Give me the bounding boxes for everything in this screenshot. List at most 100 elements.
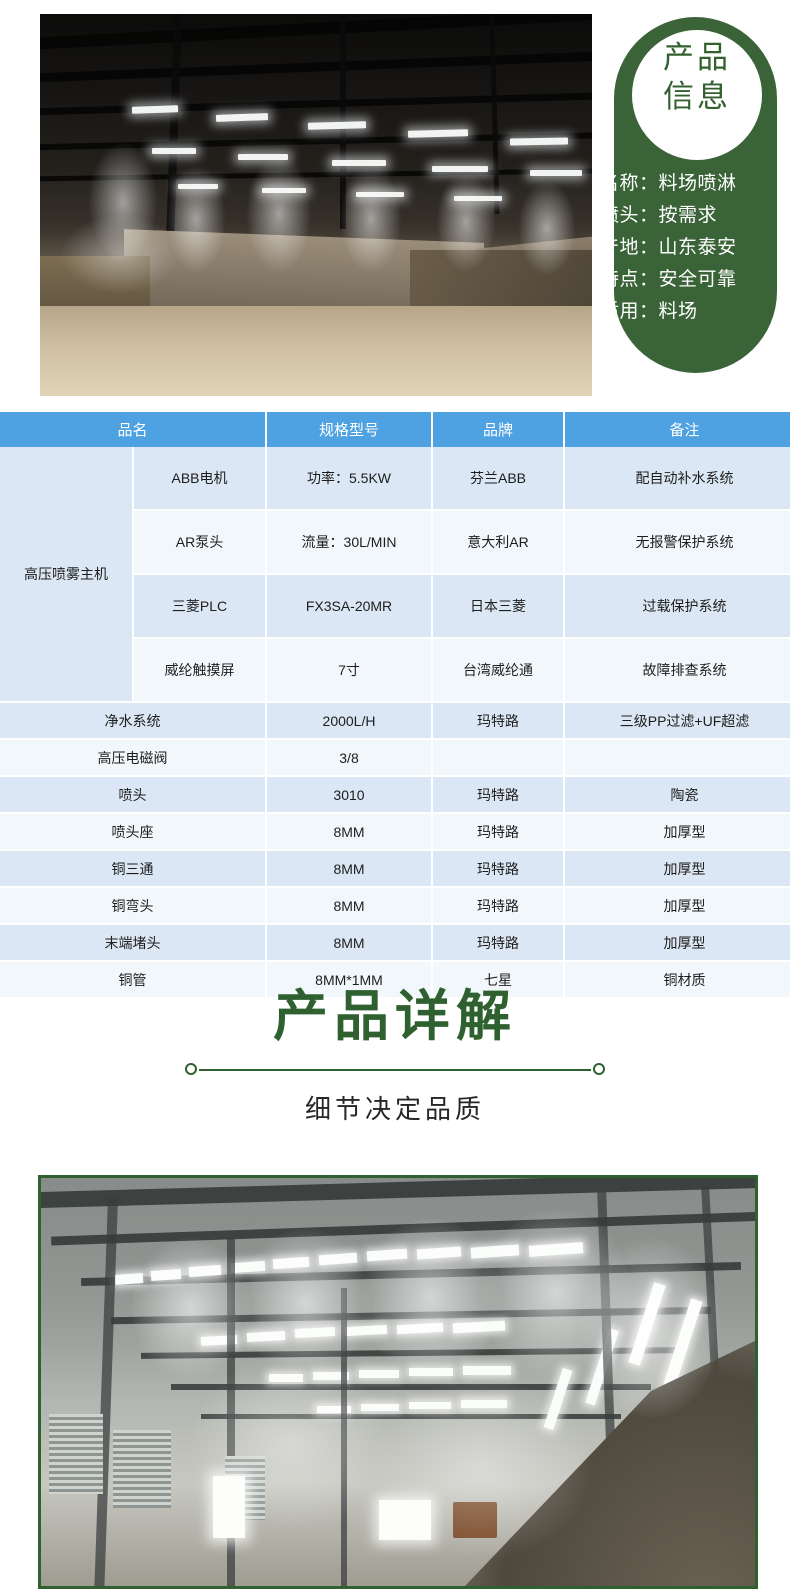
cell-note: 陶瓷 bbox=[564, 776, 790, 814]
mist-plume bbox=[581, 1238, 721, 1418]
cell-brand: 日本三菱 bbox=[432, 574, 565, 639]
skylight bbox=[269, 1374, 303, 1382]
hero-section: 产品 信息 名称：料场喷淋 喷头：按需求 产地：山东泰安 特点：安全可靠 适用：… bbox=[0, 0, 790, 410]
cell-brand: 意大利AR bbox=[432, 510, 565, 575]
bottom-product-photo bbox=[38, 1175, 758, 1589]
mist-plume bbox=[191, 1358, 391, 1528]
cell-note: 加厚型 bbox=[564, 924, 790, 962]
product-info-badge-circle bbox=[632, 30, 762, 160]
cell-brand: 玛特路 bbox=[432, 850, 565, 888]
detail-section-heading: 产品详解 细节决定品质 bbox=[0, 985, 790, 1126]
mist-plume bbox=[241, 1228, 371, 1378]
divider-line bbox=[199, 1069, 591, 1071]
table-row: 威纶触摸屏 7寸 台湾威纶通 故障排查系统 bbox=[0, 638, 790, 703]
cell-note: 过载保护系统 bbox=[564, 574, 790, 639]
cell-name: ABB电机 bbox=[133, 447, 267, 511]
floor bbox=[40, 306, 592, 396]
cell-model: 8MM bbox=[266, 813, 433, 851]
cell-note: 铜材质 bbox=[564, 961, 790, 999]
cell-note: 加厚型 bbox=[564, 850, 790, 888]
mist-plume bbox=[518, 180, 576, 276]
divider-dot-left-icon bbox=[185, 1063, 197, 1075]
product-info-list: 名称：料场喷淋 喷头：按需求 产地：山东泰安 特点：安全可靠 适用：料场 bbox=[600, 168, 790, 328]
cell-brand: 玛特路 bbox=[432, 924, 565, 962]
mist-plume bbox=[340, 164, 402, 274]
cell-model: 流量：30L/MIN bbox=[266, 510, 433, 575]
cell-model: 3/8 bbox=[266, 739, 433, 777]
cell-note: 加厚型 bbox=[564, 813, 790, 851]
cell-name: 三菱PLC bbox=[133, 574, 267, 639]
roof-beam bbox=[201, 1414, 621, 1419]
column-header-name: 品名 bbox=[0, 412, 267, 447]
cell-note: 三级PP过滤+UF超滤 bbox=[564, 702, 790, 740]
table-header-row: 品名 规格型号 品牌 备注 bbox=[0, 412, 790, 447]
mist-plume bbox=[166, 164, 226, 274]
mist-plume bbox=[88, 142, 158, 262]
cell-name: 威纶触摸屏 bbox=[133, 638, 267, 703]
cell-brand: 芬兰ABB bbox=[432, 447, 565, 511]
table-row: 净水系统 2000L/H 玛特路 三级PP过滤+UF超滤 bbox=[0, 702, 790, 740]
section-subtitle: 细节决定品质 bbox=[304, 1094, 485, 1124]
cell-name: 喷头座 bbox=[0, 813, 267, 851]
table-row: 高压电磁阀 3/8 bbox=[0, 739, 790, 777]
cell-name: AR泵头 bbox=[133, 510, 267, 575]
merged-group-cell: 高压喷雾主机 bbox=[0, 447, 134, 703]
table-row: AR泵头 流量：30L/MIN 意大利AR 无报警保护系统 bbox=[0, 510, 790, 575]
skylight bbox=[317, 1406, 351, 1413]
cell-brand: 玛特路 bbox=[432, 776, 565, 814]
divider-dot-right-icon bbox=[593, 1063, 605, 1075]
cell-model: 8MM*1MM bbox=[266, 961, 433, 999]
cell-model: 8MM bbox=[266, 850, 433, 888]
product-info-line: 产地：山东泰安 bbox=[600, 237, 737, 258]
cell-name: 净水系统 bbox=[0, 702, 267, 740]
skylight bbox=[152, 148, 196, 154]
cell-model: 8MM bbox=[266, 887, 433, 925]
product-info-line: 名称：料场喷淋 bbox=[600, 173, 737, 194]
section-title: 产品详解 bbox=[272, 986, 517, 1047]
table-row: 铜三通 8MM 玛特路 加厚型 bbox=[0, 850, 790, 888]
doorway-light bbox=[379, 1500, 431, 1540]
cell-note: 无报警保护系统 bbox=[564, 510, 790, 575]
cell-model: 8MM bbox=[266, 924, 433, 962]
decorative-divider bbox=[185, 1063, 605, 1077]
table-row: 末端堵头 8MM 玛特路 加厚型 bbox=[0, 924, 790, 962]
cell-name: 末端堵头 bbox=[0, 924, 267, 962]
badge-title-line-2: 信息 bbox=[663, 79, 731, 114]
skylight bbox=[313, 1372, 349, 1380]
product-info-line: 特点：安全可靠 bbox=[600, 269, 737, 290]
skylight bbox=[530, 170, 582, 176]
skylight bbox=[463, 1366, 511, 1375]
mist-plume bbox=[436, 172, 496, 272]
table-row: 三菱PLC FX3SA-20MR 日本三菱 过载保护系统 bbox=[0, 574, 790, 639]
cell-model: 7寸 bbox=[266, 638, 433, 703]
product-info-line: 适用：料场 bbox=[600, 301, 698, 322]
cell-name: 喷头 bbox=[0, 776, 267, 814]
mist-plume bbox=[131, 1238, 251, 1378]
skylight bbox=[461, 1400, 507, 1408]
column-header-note: 备注 bbox=[564, 412, 790, 447]
cell-brand: 玛特路 bbox=[432, 702, 565, 740]
doorway-light bbox=[213, 1476, 245, 1538]
cell-note: 配自动补水系统 bbox=[564, 447, 790, 511]
skylight bbox=[332, 160, 386, 166]
cell-name: 铜管 bbox=[0, 961, 267, 999]
table-row: 铜弯头 8MM 玛特路 加厚型 bbox=[0, 887, 790, 925]
skylight bbox=[359, 1370, 399, 1378]
cell-brand bbox=[432, 739, 565, 777]
cell-name: 铜三通 bbox=[0, 850, 267, 888]
cell-brand: 玛特路 bbox=[432, 813, 565, 851]
mist-plume bbox=[371, 1378, 591, 1558]
roof-beam bbox=[171, 1384, 651, 1390]
table-row: 铜管 8MM*1MM 七星 铜材质 bbox=[0, 961, 790, 999]
cell-model: 3010 bbox=[266, 776, 433, 814]
cell-name: 高压电磁阀 bbox=[0, 739, 267, 777]
skylight bbox=[238, 154, 288, 160]
structural-column bbox=[341, 1288, 347, 1586]
cell-brand: 七星 bbox=[432, 961, 565, 999]
mist-plume bbox=[246, 154, 312, 274]
badge-title-line-1: 产品 bbox=[663, 40, 731, 75]
specification-table: 品名 规格型号 品牌 备注 高压喷雾主机 ABB电机 功率：5.5KW 芬兰AB… bbox=[0, 412, 790, 999]
cell-model: FX3SA-20MR bbox=[266, 574, 433, 639]
cell-brand: 玛特路 bbox=[432, 887, 565, 925]
